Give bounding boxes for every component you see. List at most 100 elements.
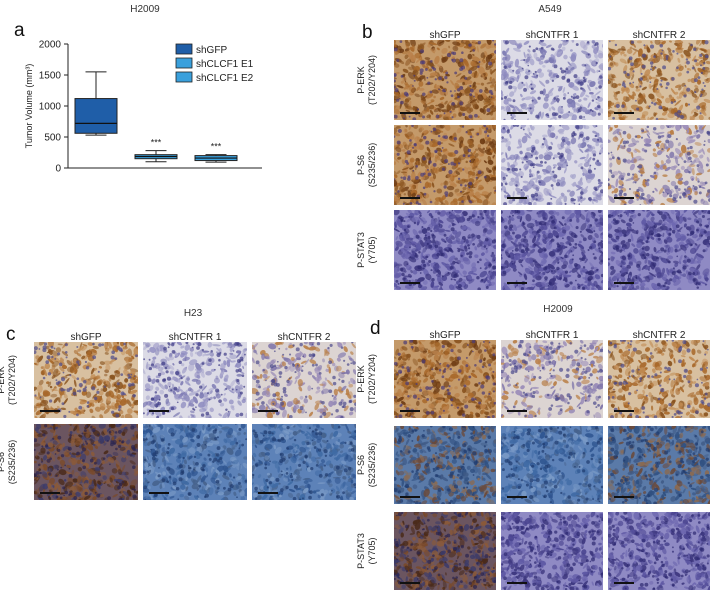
tissue-texture: [394, 40, 496, 120]
column-header: shGFP: [70, 332, 102, 343]
scale-bar: [507, 197, 527, 199]
row-label: P-S6 (S235/236): [356, 426, 380, 504]
scale-bar: [400, 496, 420, 498]
tissue-texture: [34, 342, 138, 418]
ihc-image-tile: [143, 424, 247, 500]
ihc-image-tile: [608, 426, 710, 504]
row-label-site: (T202/Y204): [367, 54, 377, 106]
significance-label: ***: [151, 138, 162, 148]
row-label-marker: P-S6: [0, 452, 6, 473]
legend-label: shCLCF1 E1: [196, 59, 254, 70]
tissue-texture: [252, 424, 356, 500]
scale-bar: [614, 197, 634, 199]
column-header: shCNTFR 1: [525, 30, 579, 41]
scale-bar: [507, 282, 527, 284]
tissue-texture: [501, 512, 603, 590]
ihc-image-tile: [394, 40, 496, 120]
y-tick-label: 0: [55, 164, 61, 175]
scale-bar: [614, 410, 634, 412]
row-label: P-STAT3 (Y705): [356, 512, 380, 590]
row-label-site: (Y705): [367, 236, 377, 264]
tissue-texture: [501, 125, 603, 205]
scale-bar: [149, 410, 169, 412]
y-axis-label: Tumor Volume (mm³): [24, 64, 34, 149]
tissue-texture: [608, 426, 710, 504]
panel-c-title: H23: [183, 308, 203, 319]
ihc-image-tile: [501, 210, 603, 290]
ihc-image-tile: [608, 512, 710, 590]
scale-bar: [507, 582, 527, 584]
row-label-site: (T202/Y204): [7, 354, 17, 406]
row-label: P-S6 (S235/236): [356, 125, 380, 205]
scale-bar: [149, 492, 169, 494]
column-header: shGFP: [429, 330, 461, 341]
tissue-texture: [394, 210, 496, 290]
ihc-image-tile: [501, 40, 603, 120]
tissue-texture: [252, 342, 356, 418]
scale-bar: [258, 410, 278, 412]
row-label-marker: P-ERK: [356, 365, 366, 393]
ihc-image-tile: [394, 340, 496, 418]
tissue-texture: [394, 512, 496, 590]
tissue-texture: [394, 340, 496, 418]
ihc-image-tile: [394, 512, 496, 590]
ihc-image-tile: [252, 342, 356, 418]
scale-bar: [614, 112, 634, 114]
row-label-marker: P-ERK: [0, 366, 6, 394]
legend-swatch: [175, 57, 193, 69]
tissue-texture: [501, 426, 603, 504]
scale-bar: [258, 492, 278, 494]
scale-bar: [507, 410, 527, 412]
row-label-marker: P-S6: [356, 455, 366, 476]
panel-d-letter: d: [370, 318, 381, 339]
panel-a-title: H2009: [130, 4, 160, 15]
ihc-image-tile: [394, 125, 496, 205]
row-label-site: (T202/Y204): [367, 353, 377, 405]
column-header: shGFP: [429, 30, 461, 41]
ihc-image-tile: [608, 210, 710, 290]
tissue-texture: [608, 125, 710, 205]
tissue-texture: [143, 424, 247, 500]
ihc-image-tile: [501, 340, 603, 418]
row-label: P-S6 (S235/236): [0, 424, 20, 500]
ihc-image-tile: [394, 210, 496, 290]
tissue-texture: [34, 424, 138, 500]
scale-bar: [400, 112, 420, 114]
row-label-marker: P-S6: [356, 155, 366, 176]
panel-a-letter: a: [14, 20, 25, 41]
significance-label: ***: [211, 142, 222, 152]
row-label-marker: P-STAT3: [356, 232, 366, 268]
tissue-texture: [608, 40, 710, 120]
tissue-texture: [394, 125, 496, 205]
y-tick-label: 1500: [39, 71, 62, 82]
row-label: P-ERK (T202/Y204): [356, 340, 380, 418]
row-label-site: (S235/236): [367, 142, 377, 188]
row-label: P-ERK (T202/Y204): [0, 342, 20, 418]
tissue-texture: [501, 40, 603, 120]
scale-bar: [614, 582, 634, 584]
column-header: shCNTFR 2: [632, 330, 686, 341]
scale-bar: [400, 410, 420, 412]
panel-b-letter: b: [362, 22, 373, 43]
scale-bar: [40, 492, 60, 494]
panel-c-letter: c: [6, 324, 16, 345]
panel-d-title: H2009: [543, 304, 573, 315]
ihc-image-tile: [501, 426, 603, 504]
scale-bar: [614, 496, 634, 498]
row-label: P-STAT3 (Y705): [356, 210, 380, 290]
row-label-site: (S235/236): [7, 439, 17, 485]
scale-bar: [400, 282, 420, 284]
scale-bar: [400, 582, 420, 584]
legend-swatch: [175, 71, 193, 83]
scale-bar: [614, 282, 634, 284]
column-header: shCNTFR 1: [168, 332, 222, 343]
row-label-marker: P-ERK: [356, 66, 366, 94]
ihc-image-tile: [34, 342, 138, 418]
tissue-texture: [501, 340, 603, 418]
tissue-texture: [608, 340, 710, 418]
box-1: [74, 98, 118, 134]
ihc-image-tile: [34, 424, 138, 500]
y-tick-label: 1000: [39, 102, 62, 113]
column-header: shCNTFR 2: [632, 30, 686, 41]
y-tick-label: 2000: [39, 40, 62, 51]
